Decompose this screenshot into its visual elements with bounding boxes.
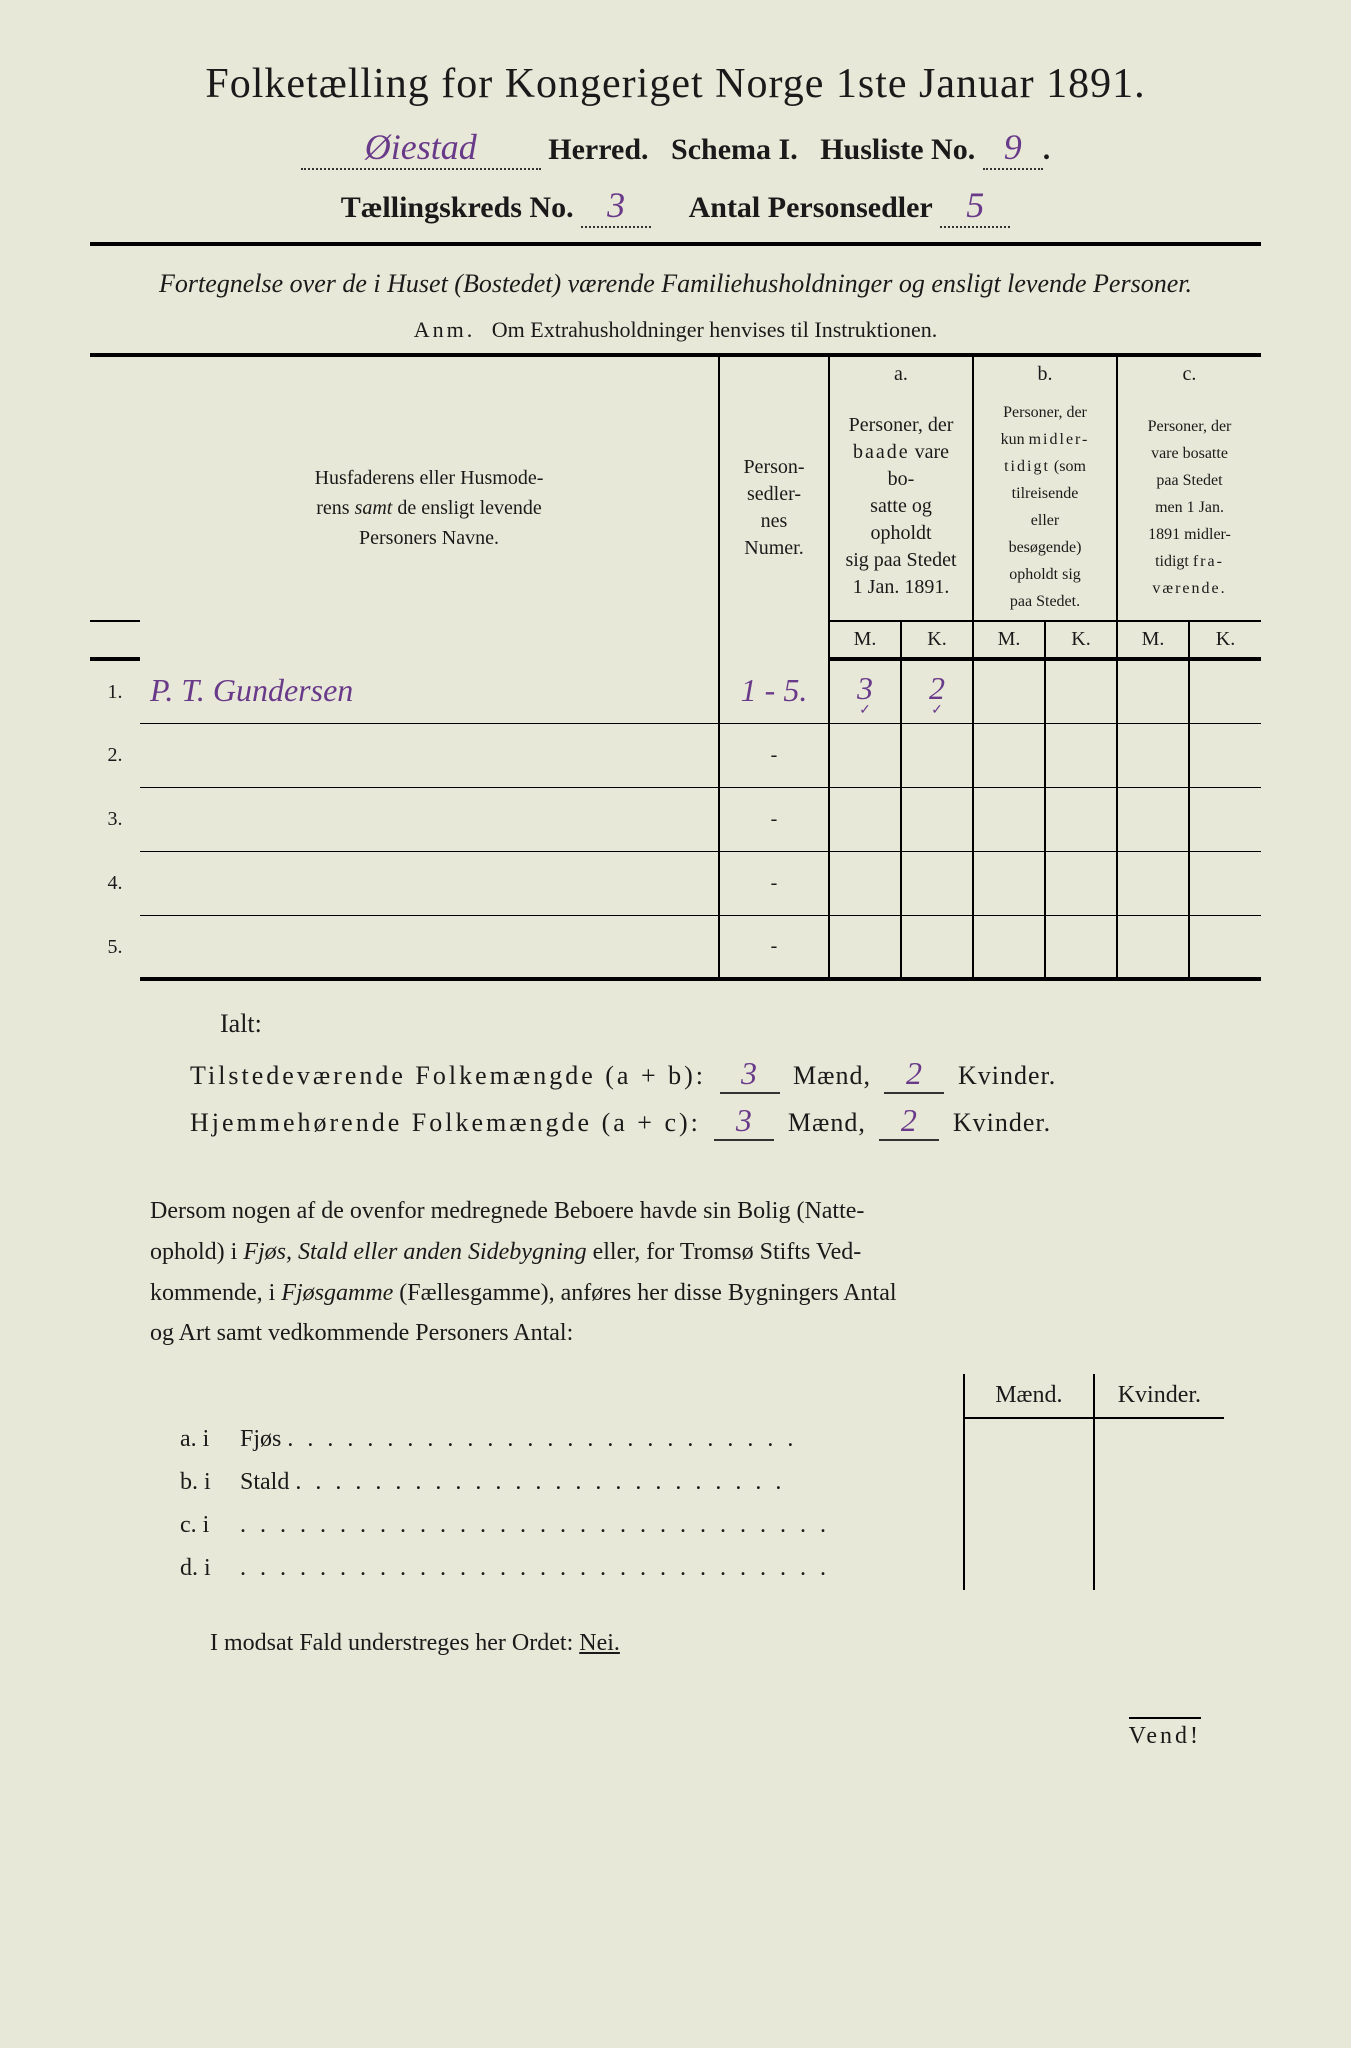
subtitle: Fortegnelse over de i Huset (Bostedet) v… [90, 264, 1261, 303]
am-value: 3 [857, 670, 873, 706]
antal-label: Antal Personsedler [689, 191, 933, 224]
herred-label: Herred. [548, 133, 648, 166]
side-table: Mænd. Kvinder. a. i Fjøs . . . . . . . .… [170, 1374, 1224, 1590]
numer-head: Person-sedler-nesNumer. [719, 355, 829, 659]
table-row: 5. - [90, 915, 1261, 979]
anm-text: Om Extrahusholdninger henvises til Instr… [492, 317, 937, 342]
header-line-2: Tællingskreds No. 3 Antal Personsedler 5 [90, 184, 1261, 228]
summary-present: Tilstedeværende Folkemængde (a + b): 3 M… [190, 1055, 1261, 1094]
name-value: P. T. Gundersen [150, 672, 353, 708]
sum1-k: 2 [906, 1055, 923, 1091]
sum1-label: Tilstedeværende Folkemængde (a + b): [190, 1061, 706, 1090]
numer-value: 1 - 5. [741, 672, 808, 708]
sum2-mlabel: Mænd, [788, 1108, 866, 1137]
census-form: Folketælling for Kongeriget Norge 1ste J… [90, 60, 1261, 1657]
sum2-label: Hjemmehørende Folkemængde (a + c): [190, 1108, 701, 1137]
kreds-value: 3 [607, 185, 625, 225]
col-ak: K. [901, 621, 973, 659]
sum2-klabel: Kvinder. [953, 1108, 1051, 1137]
col-a-text: Personer, derbaade vare bo-satte og opho… [829, 392, 973, 621]
side-row: d. i . . . . . . . . . . . . . . . . . .… [170, 1547, 1224, 1590]
anm-line: Anm. Om Extrahusholdninger henvises til … [90, 317, 1261, 343]
divider [90, 242, 1261, 246]
herred-value: Øiestad [365, 127, 477, 167]
table-row: 4. - [90, 851, 1261, 915]
ak-value: 2 [929, 670, 945, 706]
sum1-m: 3 [741, 1055, 758, 1091]
col-a-label: a. [829, 355, 973, 392]
sum1-klabel: Kvinder. [958, 1061, 1056, 1090]
table-row: 2. - [90, 723, 1261, 787]
antal-value: 5 [966, 185, 984, 225]
main-table: Husfaderens eller Husmode-rens samt de e… [90, 353, 1261, 981]
col-b-label: b. [973, 355, 1117, 392]
col-bm: M. [973, 621, 1045, 659]
col-ck: K. [1189, 621, 1261, 659]
col-am: M. [829, 621, 901, 659]
col-c-label: c. [1117, 355, 1261, 392]
col-bk: K. [1045, 621, 1117, 659]
header-line-1: Øiestad Herred. Schema I. Husliste No. 9… [90, 126, 1261, 170]
side-building-para: Dersom nogen af de ovenfor medregnede Be… [150, 1191, 1241, 1354]
kreds-label: Tællingskreds No. [341, 191, 574, 224]
anm-label: Anm. [414, 317, 476, 342]
col-c-text: Personer, dervare bosattepaa Stedetmen 1… [1117, 392, 1261, 621]
nei: Nei. [579, 1630, 620, 1656]
vend-label: Vend! [1129, 1717, 1201, 1750]
col-b-text: Personer, derkun midler-tidigt (somtilre… [973, 392, 1117, 621]
side-row: a. i Fjøs . . . . . . . . . . . . . . . … [170, 1418, 1224, 1461]
table-row: 3. - [90, 787, 1261, 851]
summary-resident: Hjemmehørende Folkemængde (a + c): 3 Mæn… [190, 1102, 1261, 1141]
husliste-label: Husliste No. [820, 133, 975, 166]
side-kvinder: Kvinder. [1094, 1374, 1224, 1418]
col-cm: M. [1117, 621, 1189, 659]
sum2-k: 2 [901, 1102, 918, 1138]
table-row: 1. P. T. Gundersen 1 - 5. 3✓ 2✓ [90, 659, 1261, 723]
sum1-mlabel: Mænd, [793, 1061, 871, 1090]
names-head: Husfaderens eller Husmode-rens samt de e… [140, 355, 719, 659]
schema-label: Schema I. [671, 133, 798, 166]
sum2-m: 3 [736, 1102, 753, 1138]
side-row: c. i . . . . . . . . . . . . . . . . . .… [170, 1504, 1224, 1547]
husliste-value: 9 [1004, 127, 1022, 167]
page-title: Folketælling for Kongeriget Norge 1ste J… [90, 60, 1261, 108]
ialt-label: Ialt: [220, 1009, 1261, 1039]
modsat-line: I modsat Fald understreges her Ordet: Ne… [210, 1630, 1261, 1657]
side-maend: Mænd. [964, 1374, 1094, 1418]
side-row: b. i Stald . . . . . . . . . . . . . . .… [170, 1461, 1224, 1504]
